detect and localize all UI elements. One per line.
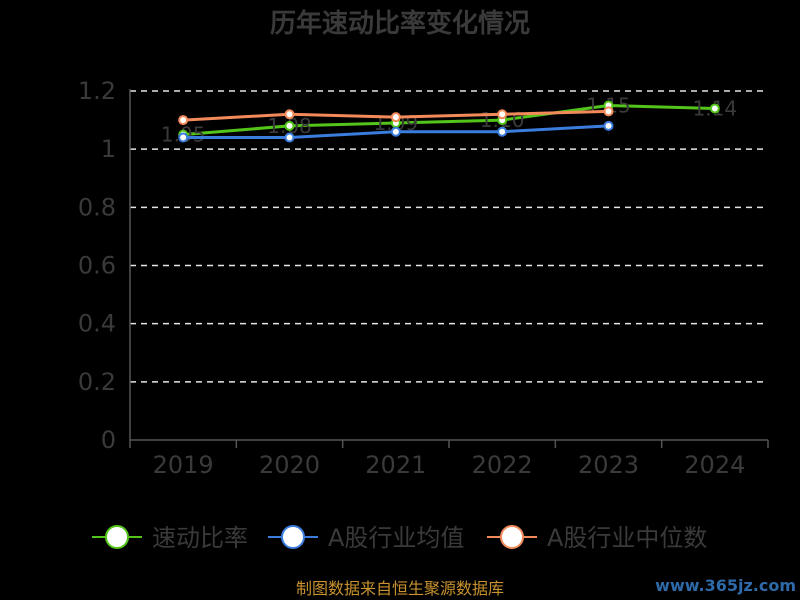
data-point[interactable]	[178, 115, 189, 126]
grid-lines	[130, 90, 768, 383]
series-layer: 1.051.081.091.101.151.14	[161, 94, 737, 147]
y-tick-label: 1	[101, 135, 116, 163]
data-point[interactable]	[284, 132, 295, 143]
x-tick-label: 2019	[153, 451, 214, 479]
series-line	[183, 104, 715, 137]
data-point[interactable]	[284, 120, 295, 131]
legend-marker	[281, 525, 305, 549]
data-point[interactable]	[178, 132, 189, 143]
x-tick-label: 2023	[578, 451, 639, 479]
legend[interactable]: 速动比率 A股行业均值 A股行业中位数	[92, 524, 707, 552]
y-tick-label: 1.2	[78, 77, 116, 105]
data-point[interactable]	[284, 109, 295, 120]
source-note: 制图数据来自恒生聚源数据库	[296, 579, 504, 598]
x-tick-label: 2021	[365, 451, 426, 479]
y-tick-label: 0.8	[78, 193, 116, 221]
data-point[interactable]	[497, 126, 508, 137]
data-point[interactable]	[390, 126, 401, 137]
legend-marker	[105, 525, 129, 549]
legend-item-2[interactable]: A股行业中位数	[487, 524, 707, 552]
series-1	[178, 120, 614, 143]
legend-label: A股行业中位数	[547, 524, 707, 552]
y-tick-label: 0.2	[78, 368, 116, 396]
x-tick-label: 2024	[684, 451, 745, 479]
y-tick-label: 0	[101, 426, 116, 454]
y-tick-label: 0.4	[78, 310, 116, 338]
legend-label: A股行业均值	[328, 524, 464, 552]
data-point[interactable]	[709, 103, 720, 114]
data-point[interactable]	[603, 106, 614, 117]
chart-title: 历年速动比率变化情况	[270, 8, 530, 39]
y-tick-label: 0.6	[78, 252, 116, 280]
legend-marker	[500, 525, 524, 549]
x-tick-label: 2022	[472, 451, 533, 479]
series-2	[178, 106, 614, 126]
legend-item-0[interactable]: 速动比率	[92, 524, 248, 552]
data-point[interactable]	[497, 109, 508, 120]
data-point[interactable]	[603, 120, 614, 131]
x-tick-label: 2020	[259, 451, 320, 479]
watermark: www.365jz.com	[655, 576, 796, 595]
legend-label: 速动比率	[152, 524, 248, 552]
legend-item-1[interactable]: A股行业均值	[268, 524, 464, 552]
data-point[interactable]	[390, 112, 401, 123]
axes: 0 0.2 0.4 0.6 0.8 1 1.2 2019 2020 2021 2022 2023 202…	[78, 77, 769, 479]
